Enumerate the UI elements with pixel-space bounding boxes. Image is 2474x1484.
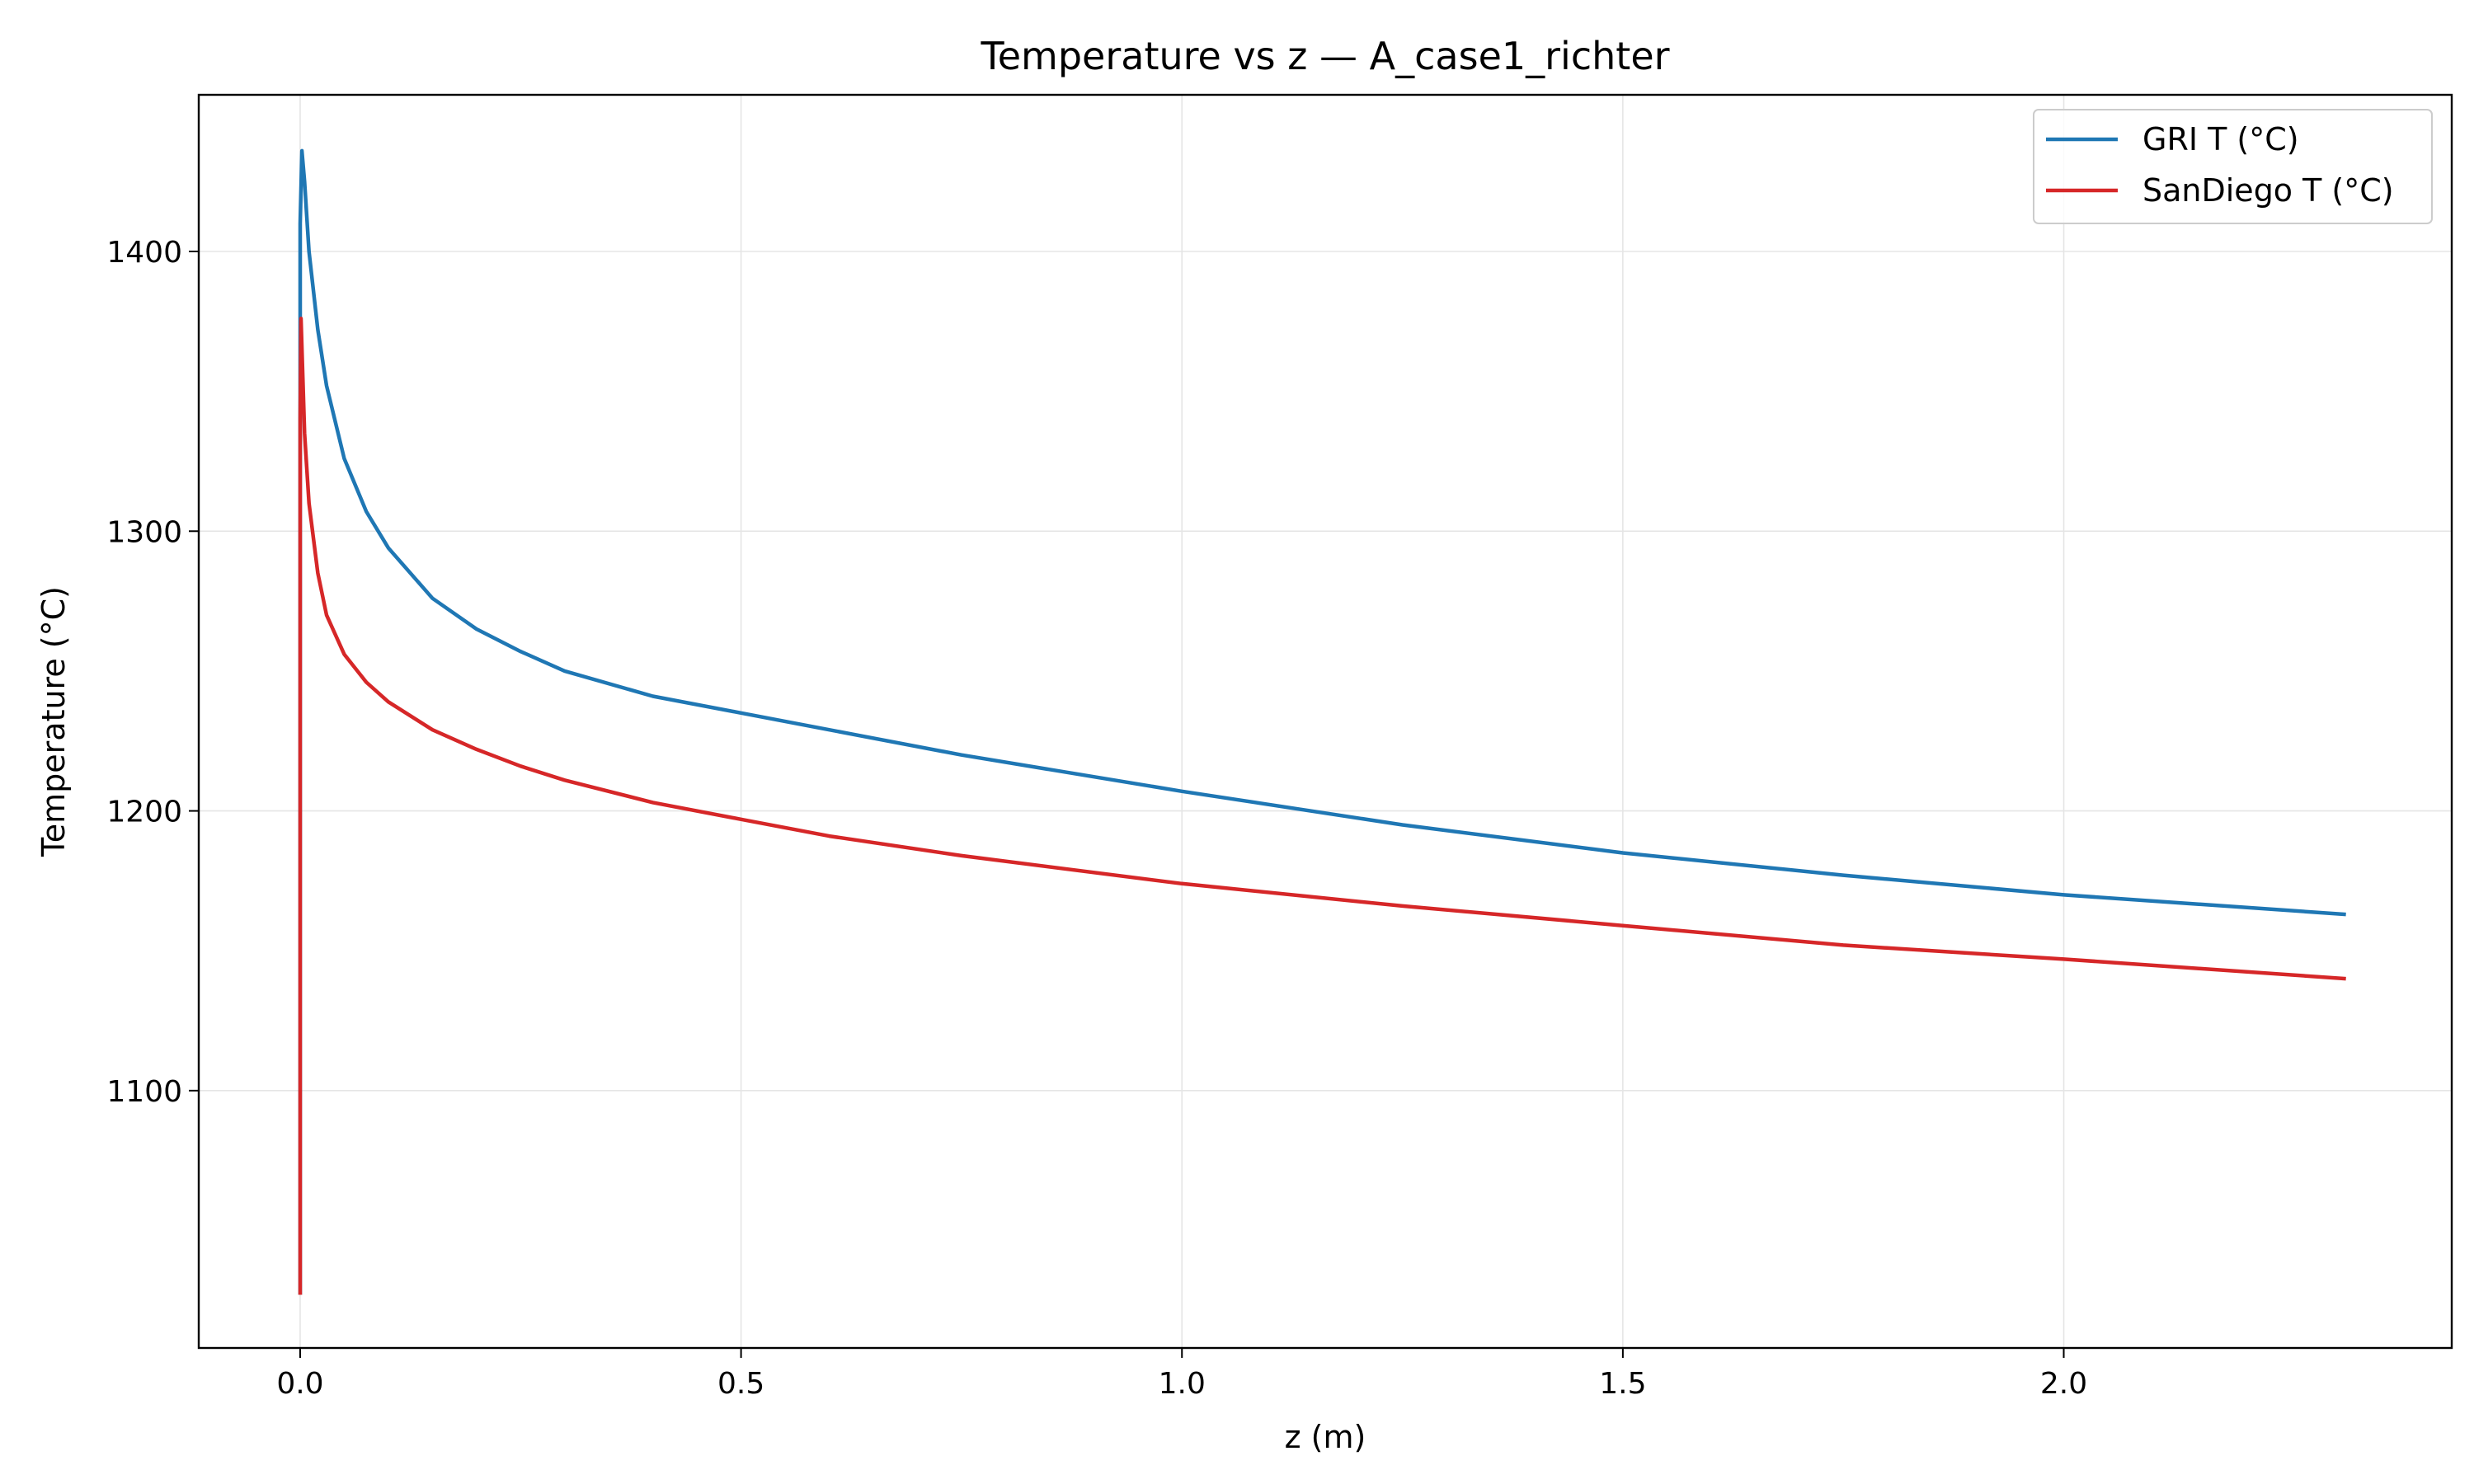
grid xyxy=(199,95,2452,1348)
series-line-sandiego-t-c xyxy=(298,317,2346,1295)
legend-box xyxy=(2033,109,2433,224)
x-tick-label: 0.0 xyxy=(276,1367,323,1401)
y-tick-label: 1300 xyxy=(106,515,182,549)
y-tick-label: 1400 xyxy=(106,236,182,270)
plot-frame xyxy=(197,93,2453,1350)
axis-ticks: 0.0 0.5 1.0 1.5 2.0 1100 1200 1300 1400 xyxy=(106,236,2087,1401)
x-tick-label: 1.5 xyxy=(1599,1367,1646,1401)
x-tick-label: 0.5 xyxy=(717,1367,764,1401)
legend-label-sandiego: SanDiego T (°C) xyxy=(2142,172,2394,209)
x-tick-label: 1.0 xyxy=(1159,1367,1206,1401)
series-lines xyxy=(298,148,2346,1295)
x-axis-label: z (m) xyxy=(1285,1419,1366,1455)
x-tick-label: 2.0 xyxy=(2040,1367,2087,1401)
y-tick-label: 1100 xyxy=(106,1075,182,1109)
y-axis-label: Temperature (°C) xyxy=(35,586,72,857)
y-tick-label: 1200 xyxy=(106,796,182,829)
legend-label-gri: GRI T (°C) xyxy=(2142,121,2299,157)
legend: GRI T (°C) SanDiego T (°C) xyxy=(2033,109,2433,224)
series-line-gri-t-c xyxy=(298,148,2346,1295)
chart-title: Temperature vs z — A_case1_richter xyxy=(980,34,1669,78)
